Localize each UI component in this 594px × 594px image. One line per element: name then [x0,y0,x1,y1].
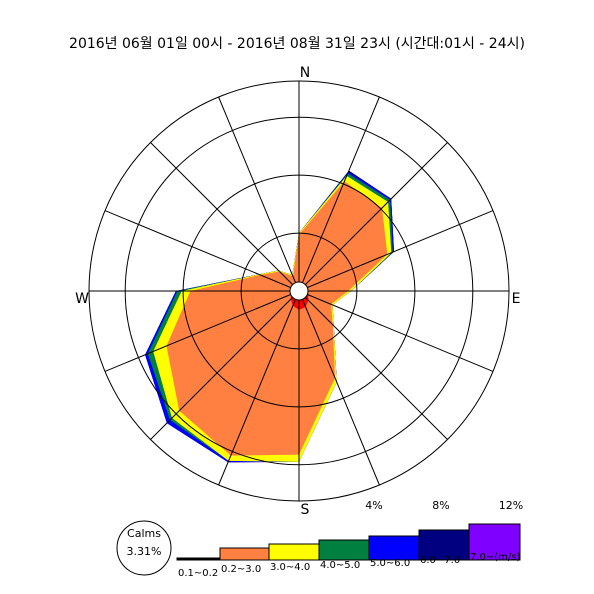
legend-swatch-2 [219,547,270,561]
calms-value: 3.31% [127,545,162,558]
spoke-wsw [104,290,300,372]
ring-label-1: 4% [365,499,382,512]
direction-label-s: S [301,502,310,518]
legend-swatch-6 [418,529,470,561]
legend-swatch-3 [268,543,320,561]
spoke-ssw [218,290,300,486]
spoke-nnw [218,96,300,292]
direction-label-w: W [75,291,89,307]
legend-swatch-1 [176,557,221,561]
speed-legend: 0.1~0.2 0.2~3.0 3.0~4.0 4.0~5.0 5.0~6.0 6.0~7… [176,523,521,579]
legend-label-6: 6.0~7.0 [420,555,460,566]
ring-label-3: 12% [499,499,523,512]
legend-label-3: 3.0~4.0 [270,562,310,573]
rose-series-6 [166,181,388,456]
center-hole [289,281,309,301]
legend-label-2: 0.2~3.0 [221,564,261,575]
calms-circle [116,520,172,576]
direction-label-n: N [300,65,310,81]
legend-label-4: 4.0~5.0 [320,560,360,571]
spoke-se [298,290,448,440]
legend-swatch-7 [468,523,521,561]
legend-swatch-4 [318,539,370,561]
spoke-sse [298,290,380,486]
legend-label-5: 5.0~6.0 [370,558,410,569]
calms-label: Calms [127,527,161,540]
legend-label-7: 7.0~(m/s) [470,552,521,563]
spoke-ene [298,210,494,292]
chart-title: 2016년 06월 01일 00시 - 2016년 08월 31일 23시 (시… [69,36,525,52]
ring-label-2: 8% [432,499,449,512]
spoke-ese [298,290,494,372]
spoke-nw [150,142,300,292]
spoke-nne [298,96,380,292]
wind-rose-grid [88,80,510,502]
spoke-wnw [104,210,300,292]
spoke-ne [298,142,448,292]
legend-label-1: 0.1~0.2 [178,568,218,579]
spoke-sw [150,290,300,440]
direction-label-e: E [512,291,521,307]
wind-rose-polygons [145,170,394,463]
legend-swatch-5 [368,535,420,561]
calms-badge: Calms 3.31% [116,520,172,576]
